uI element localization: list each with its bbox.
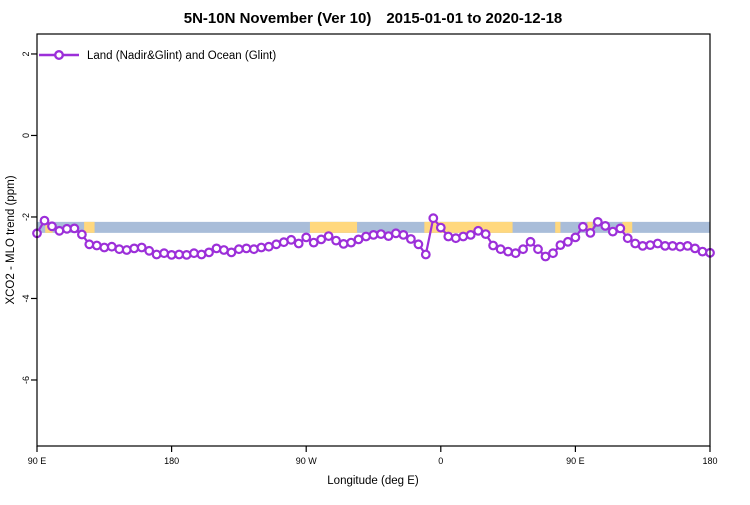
data-point-marker [578, 221, 588, 232]
data-point-marker [136, 242, 147, 253]
land-strip-segment [84, 221, 95, 233]
y-tick-label: 2 [21, 51, 31, 56]
data-point-marker [151, 249, 162, 260]
legend: Land (Nadir&Glint) and Ocean (Glint) [39, 50, 276, 62]
data-point-marker [548, 248, 558, 259]
data-point-marker [338, 238, 349, 249]
data-point-marker [555, 240, 566, 251]
data-point-marker [592, 216, 603, 227]
data-point-marker [488, 240, 499, 251]
data-point-marker [480, 229, 491, 240]
data-point-marker [204, 247, 214, 258]
land-strip-segment [309, 221, 358, 233]
data-point-marker [323, 231, 334, 242]
x-tick-label: 0 [438, 456, 443, 466]
data-point-marker [428, 213, 439, 224]
data-point-marker [301, 232, 312, 243]
data-point-marker [413, 239, 424, 250]
y-tick-label: 0 [21, 133, 31, 138]
data-point-marker [159, 248, 170, 259]
data-point-marker [435, 222, 446, 233]
data-point-marker [406, 234, 416, 244]
ocean-strip [37, 221, 710, 233]
data-point-marker [510, 248, 521, 259]
data-point-marker [622, 233, 633, 244]
x-tick-label: 180 [164, 456, 179, 466]
data-point-marker [121, 245, 132, 255]
data-point-marker [189, 248, 199, 259]
data-point-marker [465, 229, 476, 240]
data-point-marker [420, 249, 431, 260]
y-tick-label: -2 [21, 213, 31, 221]
y-tick-label: -6 [21, 376, 31, 384]
x-axis-title: Longitude (deg E) [327, 475, 419, 487]
x-tick-label: 90 E [566, 456, 585, 466]
land-strip-segment [424, 221, 513, 233]
data-point-marker [637, 240, 648, 251]
land-strip-segment [555, 221, 561, 233]
data-point-marker [570, 232, 581, 243]
data-point-marker [47, 221, 57, 232]
data-point-marker [645, 240, 656, 251]
data-point-marker [525, 236, 536, 247]
data-point-marker [518, 244, 528, 255]
data-point-marker [533, 244, 543, 255]
legend-label: Land (Nadir&Glint) and Ocean (Glint) [87, 50, 276, 62]
data-point-marker [368, 229, 379, 240]
data-point-marker [76, 229, 87, 240]
data-point-marker [503, 246, 514, 257]
data-point-marker [667, 240, 678, 251]
data-point-marker [473, 225, 484, 236]
y-tick-label: -4 [21, 294, 31, 302]
data-point-marker [563, 236, 573, 247]
data-point-marker [286, 234, 297, 245]
data-point-marker [675, 241, 685, 252]
data-point-marker [241, 243, 252, 254]
data-point-marker [39, 215, 50, 226]
land-strip-segment [587, 221, 593, 233]
data-point-marker [697, 246, 708, 257]
axis-ticks: 90 E 180 90 W 0 90 E 180 2 0 -2 -4 -6 [21, 51, 718, 466]
x-tick-label: 90 E [28, 456, 47, 466]
y-axis-title: XCO2 - MLO trend (ppm) [5, 175, 17, 304]
data-point-marker [600, 220, 611, 231]
data-point-marker [615, 223, 626, 234]
data-point-marker [540, 251, 551, 262]
data-point-marker [144, 245, 155, 256]
x-tick-label: 90 W [296, 456, 318, 466]
data-point-marker [99, 242, 110, 253]
chart-title: 5N-10N November (Ver 10) 2015-01-01 to 2… [184, 10, 563, 27]
data-point-marker [391, 228, 401, 239]
data-point-marker [331, 235, 342, 246]
data-point-marker [129, 243, 140, 254]
data-point-marker [361, 231, 371, 242]
data-series [32, 213, 715, 262]
data-point-marker [458, 231, 469, 242]
land-strip-segment [622, 221, 633, 233]
x-tick-label: 180 [702, 456, 717, 466]
plot-border [36, 33, 711, 447]
data-point-marker [585, 227, 596, 238]
data-point-marker [398, 229, 409, 240]
data-point-marker [443, 231, 454, 242]
data-point-marker [233, 244, 244, 255]
data-point-marker [293, 238, 304, 249]
data-point-marker [69, 223, 80, 234]
legend-marker-icon [54, 50, 65, 61]
data-point-marker [256, 242, 267, 253]
data-point-marker [84, 239, 95, 250]
